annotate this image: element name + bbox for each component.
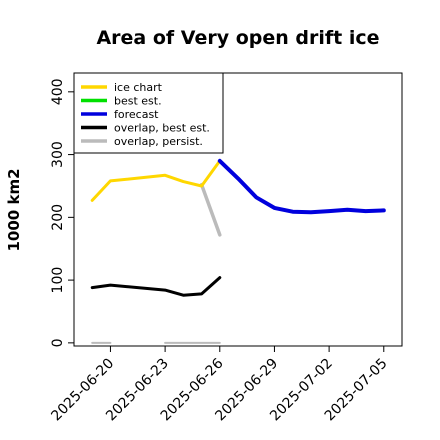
series-overlap-persist-line [199,182,222,237]
chart-title: Area of Very open drift ice [96,27,379,49]
legend-label: overlap, best est. [114,122,210,135]
y-axis-label: 1000 km2 [5,168,23,251]
legend-label: ice chart [114,81,163,94]
series-layer [90,158,386,344]
series-overlap-best-est-line [90,276,222,297]
x-axis-ticks: 2025-06-202025-06-232025-06-262025-06-29… [48,346,391,424]
y-tick-label: 100 [50,267,66,294]
y-tick-label: 200 [50,204,66,231]
legend-label: best est. [114,95,162,108]
y-tick-label: 400 [50,78,66,105]
y-tick-label: 0 [50,338,66,347]
y-axis-ticks: 0 100 200 300 400 [50,78,74,347]
y-tick-label: 300 [50,141,66,168]
plot-area-frame [73,72,403,347]
legend-label: overlap, persist. [114,135,203,148]
legend-label: forecast [114,108,159,121]
series-ice-chart-line [90,159,222,202]
series-forecast-line [217,158,386,215]
